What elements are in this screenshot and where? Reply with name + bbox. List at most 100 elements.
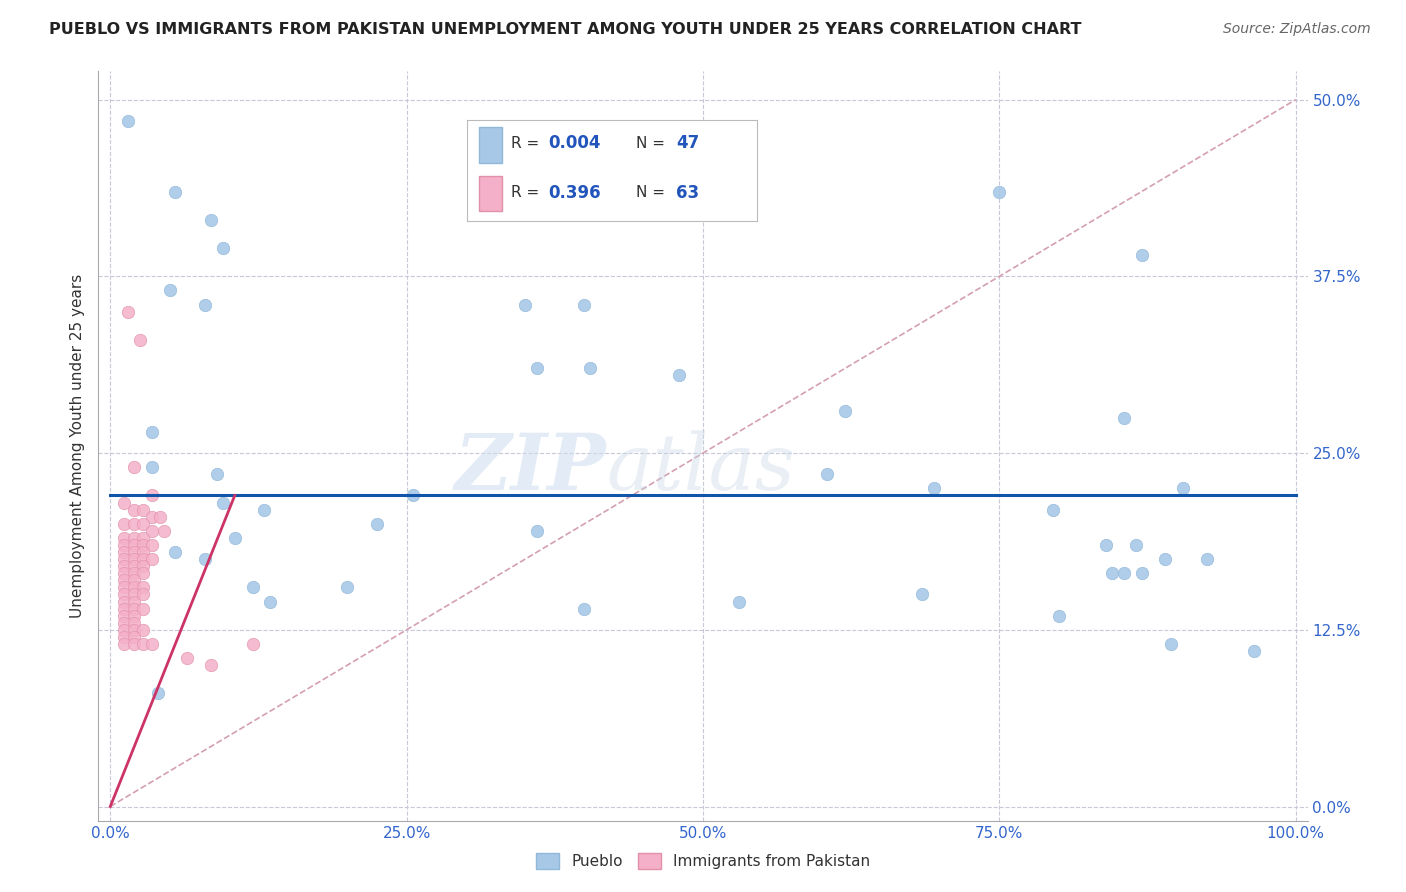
Point: [176, 651, 198, 665]
Point: [574, 298, 596, 312]
Point: [117, 113, 139, 128]
Point: [122, 630, 145, 644]
Point: [1095, 538, 1118, 552]
Point: [122, 460, 145, 475]
Point: [132, 559, 155, 574]
Point: [1042, 502, 1064, 516]
Point: [1243, 644, 1265, 658]
Text: Source: ZipAtlas.com: Source: ZipAtlas.com: [1223, 22, 1371, 37]
Point: [122, 502, 145, 516]
Point: [259, 594, 281, 608]
Point: [141, 488, 163, 502]
Point: [114, 608, 136, 623]
Point: [132, 587, 155, 601]
Point: [165, 185, 187, 199]
Point: [224, 531, 246, 545]
Point: [1130, 248, 1153, 262]
Point: [132, 538, 155, 552]
Point: [122, 615, 145, 630]
Point: [114, 587, 136, 601]
Point: [114, 574, 136, 588]
Point: [132, 580, 155, 594]
Point: [146, 686, 169, 700]
Point: [122, 594, 145, 608]
Point: [114, 615, 136, 630]
Point: [141, 637, 163, 651]
Point: [122, 538, 145, 552]
Point: [911, 587, 934, 601]
Point: [122, 552, 145, 566]
Point: [141, 552, 163, 566]
Point: [194, 298, 217, 312]
Point: [114, 601, 136, 615]
Point: [114, 495, 136, 509]
Point: [401, 488, 423, 502]
Point: [122, 623, 145, 637]
Point: [122, 637, 145, 651]
Text: ZIP: ZIP: [454, 430, 606, 507]
Point: [129, 333, 152, 347]
Point: [988, 185, 1011, 199]
Point: [1112, 410, 1135, 425]
Point: [132, 637, 155, 651]
Point: [122, 608, 145, 623]
Point: [122, 559, 145, 574]
Point: [1195, 552, 1218, 566]
Point: [141, 509, 163, 524]
Point: [132, 601, 155, 615]
Point: [141, 538, 163, 552]
Text: atlas: atlas: [606, 430, 794, 507]
Point: [922, 482, 945, 496]
Point: [132, 552, 155, 566]
Point: [114, 545, 136, 559]
Point: [212, 495, 235, 509]
Point: [114, 637, 136, 651]
Point: [366, 516, 388, 531]
Point: [200, 658, 222, 673]
Point: [212, 241, 235, 255]
Point: [1154, 552, 1177, 566]
Point: [114, 580, 136, 594]
Point: [253, 502, 276, 516]
Point: [200, 212, 222, 227]
Point: [1112, 566, 1135, 581]
Point: [132, 566, 155, 581]
Point: [242, 637, 264, 651]
Point: [132, 531, 155, 545]
Point: [122, 587, 145, 601]
Point: [122, 601, 145, 615]
Point: [526, 361, 548, 376]
Point: [122, 531, 145, 545]
Point: [574, 601, 596, 615]
Point: [114, 552, 136, 566]
Point: [114, 516, 136, 531]
Point: [122, 580, 145, 594]
Point: [1130, 566, 1153, 581]
Point: [132, 545, 155, 559]
Point: [132, 502, 155, 516]
Point: [579, 361, 602, 376]
Point: [1125, 538, 1147, 552]
Point: [242, 580, 264, 594]
Point: [194, 552, 217, 566]
Point: [122, 516, 145, 531]
Point: [159, 284, 181, 298]
Point: [727, 594, 749, 608]
Point: [114, 623, 136, 637]
Point: [149, 509, 172, 524]
Point: [205, 467, 228, 482]
Legend: Pueblo, Immigrants from Pakistan: Pueblo, Immigrants from Pakistan: [529, 846, 877, 877]
Point: [1171, 482, 1194, 496]
Point: [515, 298, 537, 312]
Point: [114, 538, 136, 552]
Point: [152, 524, 174, 538]
Point: [165, 545, 187, 559]
Point: [132, 516, 155, 531]
Point: [117, 304, 139, 318]
Text: PUEBLO VS IMMIGRANTS FROM PAKISTAN UNEMPLOYMENT AMONG YOUTH UNDER 25 YEARS CORRE: PUEBLO VS IMMIGRANTS FROM PAKISTAN UNEMP…: [49, 22, 1081, 37]
Point: [141, 425, 163, 439]
Point: [122, 545, 145, 559]
Point: [114, 630, 136, 644]
Point: [1101, 566, 1123, 581]
Point: [114, 559, 136, 574]
